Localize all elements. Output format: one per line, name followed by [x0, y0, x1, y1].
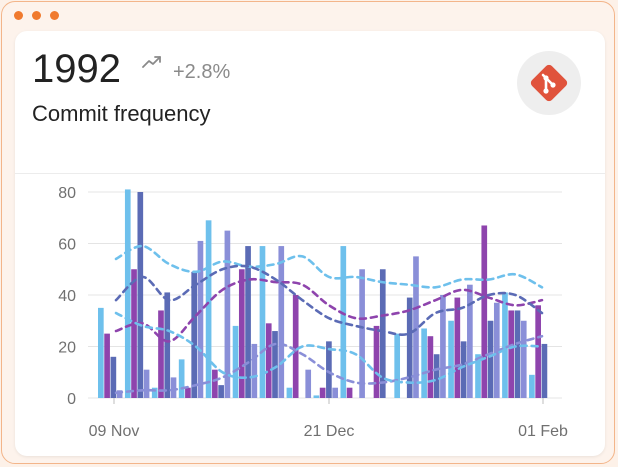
chart-bar[interactable] — [197, 240, 204, 398]
chart-bar[interactable] — [131, 269, 137, 398]
chart-bar[interactable] — [427, 336, 434, 398]
chart-bar[interactable] — [514, 310, 521, 398]
chart-bar[interactable] — [460, 341, 467, 398]
chart-bar[interactable] — [359, 269, 365, 398]
chart-bar[interactable] — [98, 307, 104, 398]
trend-line — [114, 244, 544, 289]
chart-bar[interactable] — [421, 328, 427, 398]
metric-label: Commit frequency — [32, 101, 211, 126]
chart-bar[interactable] — [104, 333, 110, 398]
chart-bar[interactable] — [205, 220, 212, 398]
chart-bar[interactable] — [143, 369, 150, 398]
chart-bar[interactable] — [440, 295, 446, 398]
chart-bar[interactable] — [502, 292, 508, 398]
chart-bar[interactable] — [373, 325, 380, 398]
chart-bar[interactable] — [529, 374, 535, 398]
chart-bar[interactable] — [278, 246, 285, 398]
chart-bar[interactable] — [286, 387, 293, 398]
chart-trend-lines — [114, 244, 544, 395]
x-tick-label: 21 Dec — [304, 423, 355, 440]
chart-bar[interactable] — [406, 297, 413, 398]
window-dot-close[interactable] — [14, 11, 23, 20]
chart-bar[interactable] — [413, 256, 419, 398]
trend-line — [114, 277, 544, 343]
chart-bar[interactable] — [467, 284, 473, 398]
chart-bar[interactable] — [265, 323, 272, 398]
chart-bar[interactable] — [319, 387, 326, 398]
chart-bar[interactable] — [232, 325, 239, 398]
x-axis: 09 Nov 21 Dec 01 Feb — [89, 398, 568, 440]
chart-bar[interactable] — [520, 320, 527, 398]
window-dot-minimize[interactable] — [32, 11, 41, 20]
metric-change: +2.8% — [173, 61, 231, 83]
chart-bar[interactable] — [541, 343, 548, 398]
chart-bar[interactable] — [481, 225, 488, 398]
chart-bar[interactable] — [170, 377, 177, 398]
trend-line — [114, 264, 544, 336]
metric-value: 1992 — [32, 47, 121, 91]
y-tick-label: 40 — [58, 288, 76, 305]
chart-bar[interactable] — [218, 385, 224, 398]
x-tick-label: 01 Feb — [518, 423, 568, 440]
card-divider — [15, 173, 605, 174]
chart-bar[interactable] — [292, 295, 299, 398]
chart-bars — [98, 189, 548, 398]
chart-bar[interactable] — [272, 331, 278, 398]
chart-bar[interactable] — [251, 343, 258, 398]
trending-up-icon — [142, 56, 161, 68]
chart-bar[interactable] — [151, 387, 158, 398]
trend-line — [114, 334, 544, 395]
chart-bar[interactable] — [487, 320, 494, 398]
chart-bar[interactable] — [110, 356, 117, 398]
trend-line — [114, 311, 544, 384]
git-logo — [517, 51, 581, 115]
y-tick-label: 60 — [58, 237, 76, 254]
chart-bar[interactable] — [178, 359, 185, 398]
y-tick-label: 20 — [58, 340, 76, 357]
y-axis: 80 60 40 20 0 — [58, 185, 76, 408]
chart-bar[interactable] — [191, 271, 198, 398]
chart-bar[interactable] — [332, 387, 338, 398]
x-tick-label: 09 Nov — [89, 423, 140, 440]
chart-bar[interactable] — [313, 395, 320, 398]
window-dot-maximize[interactable] — [50, 11, 59, 20]
chart-bar[interactable] — [508, 310, 515, 398]
chart-bar[interactable] — [164, 292, 171, 398]
chart-bar[interactable] — [346, 387, 353, 398]
chart-bar[interactable] — [116, 390, 123, 398]
chart-bar[interactable] — [305, 369, 312, 398]
chart-bar[interactable] — [137, 192, 144, 398]
chart-bar[interactable] — [212, 369, 218, 398]
chart-bar[interactable] — [124, 189, 131, 398]
chart-bar[interactable] — [379, 269, 386, 398]
chart-bar[interactable] — [535, 305, 541, 398]
y-tick-label: 80 — [58, 185, 76, 202]
chart-bar[interactable] — [245, 246, 251, 398]
chart-bar[interactable] — [224, 230, 231, 398]
chart-bar[interactable] — [158, 310, 164, 398]
chart-bar[interactable] — [340, 246, 347, 398]
chart-bar[interactable] — [475, 354, 481, 398]
chart-bar[interactable] — [433, 354, 440, 398]
chart-bar[interactable] — [448, 320, 454, 398]
chart-bar[interactable] — [394, 333, 401, 398]
git-logo-icon — [530, 64, 568, 102]
chart-bar[interactable] — [326, 341, 332, 398]
window-controls — [14, 11, 59, 20]
chart-bar[interactable] — [454, 297, 461, 398]
y-tick-label: 0 — [67, 391, 76, 408]
chart-bar[interactable] — [259, 246, 266, 398]
chart-bar[interactable] — [185, 387, 191, 398]
chart-bar[interactable] — [238, 269, 245, 398]
